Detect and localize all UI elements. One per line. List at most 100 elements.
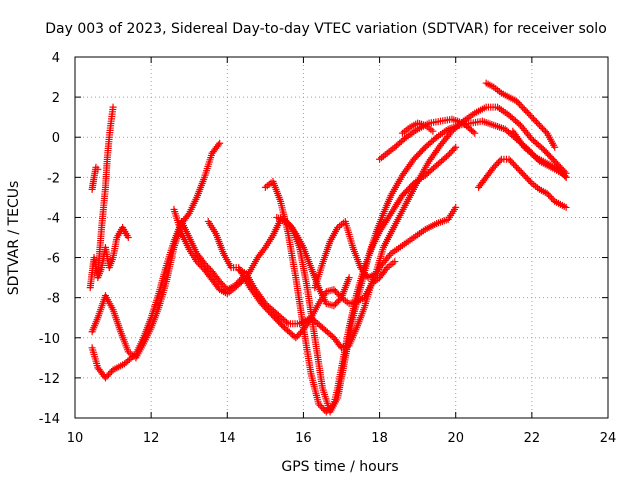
y-tick-label: 2	[52, 91, 60, 106]
data-point	[490, 163, 498, 171]
data-point	[260, 245, 268, 253]
data-series	[86, 79, 570, 416]
data-point	[450, 145, 458, 153]
y-tick-label: 4	[52, 51, 60, 66]
data-point	[522, 107, 530, 115]
data-point	[526, 178, 534, 186]
data-point	[519, 104, 527, 112]
data-point	[515, 120, 523, 128]
y-tick-label: -4	[47, 211, 60, 226]
data-point	[546, 193, 554, 201]
data-point	[331, 300, 339, 308]
data-point	[517, 102, 525, 110]
data-point	[336, 292, 344, 300]
data-point	[562, 173, 570, 181]
data-point	[109, 103, 117, 111]
data-point	[184, 211, 192, 219]
data-point	[220, 282, 228, 290]
data-point	[283, 318, 291, 326]
data-point	[283, 219, 291, 227]
data-point	[293, 332, 301, 340]
data-point	[505, 155, 513, 163]
data-point	[514, 99, 522, 107]
data-point	[196, 261, 204, 269]
x-tick-label: 14	[219, 431, 236, 446]
y-tick-label: -14	[39, 412, 60, 427]
data-point	[447, 148, 455, 156]
data-point	[316, 402, 324, 410]
series-arc-k	[311, 103, 570, 292]
data-point	[334, 297, 342, 305]
data-point	[105, 371, 113, 379]
data-point	[514, 165, 522, 173]
data-point	[519, 170, 527, 178]
y-tick-label: -2	[47, 171, 60, 186]
data-point	[333, 298, 341, 306]
data-point	[551, 143, 559, 151]
data-point	[292, 334, 300, 342]
data-point	[319, 405, 327, 413]
data-point	[420, 145, 428, 153]
y-tick-label: -6	[47, 252, 60, 267]
data-point	[548, 194, 556, 202]
x-tick-label: 24	[600, 431, 617, 446]
y-tick-label: -10	[39, 332, 60, 347]
data-point	[510, 160, 518, 168]
data-point	[556, 167, 564, 175]
data-point	[429, 127, 437, 135]
data-point	[318, 403, 326, 411]
data-point	[285, 220, 293, 228]
data-point	[555, 165, 563, 173]
data-point	[558, 169, 566, 177]
x-tick-label: 18	[371, 431, 388, 446]
data-point	[561, 172, 569, 180]
data-point	[401, 135, 409, 143]
data-point	[537, 123, 545, 131]
data-point	[523, 175, 531, 183]
y-tick-label: 0	[52, 131, 60, 146]
data-point	[513, 97, 521, 105]
x-tick-label: 20	[447, 431, 464, 446]
series-arc-m	[398, 119, 437, 137]
series-arc-l	[376, 115, 479, 163]
data-point	[431, 135, 439, 143]
data-point	[94, 165, 102, 173]
data-point	[331, 287, 339, 295]
y-axis-title: SDTVAR / TECUs	[6, 181, 22, 296]
data-point	[333, 289, 341, 297]
data-point	[286, 222, 294, 230]
data-point	[106, 369, 114, 377]
data-point	[194, 259, 202, 267]
data-point	[562, 203, 570, 211]
data-point	[525, 110, 533, 118]
data-point	[345, 274, 353, 282]
data-point	[513, 163, 521, 171]
data-point	[217, 279, 225, 287]
data-point	[535, 121, 543, 129]
data-point	[216, 278, 224, 286]
data-point	[523, 108, 531, 116]
data-point	[529, 115, 537, 123]
data-point	[279, 322, 287, 330]
plot-frame	[74, 56, 609, 419]
series-arc-j	[273, 117, 570, 416]
data-point	[444, 151, 452, 159]
data-point	[334, 290, 342, 298]
data-point	[124, 234, 132, 241]
data-point	[103, 372, 111, 380]
data-point	[543, 189, 551, 197]
data-point	[382, 265, 390, 273]
data-point	[516, 100, 524, 108]
series-arc-o	[482, 79, 559, 151]
data-point	[296, 329, 304, 337]
data-point	[508, 158, 516, 166]
data-point	[446, 150, 454, 158]
data-point	[216, 139, 224, 147]
data-point	[442, 153, 450, 161]
data-point	[538, 144, 546, 152]
data-point	[540, 126, 548, 134]
data-point	[507, 157, 515, 165]
data-point	[449, 146, 457, 154]
data-point	[101, 374, 109, 382]
data-point	[469, 128, 477, 136]
